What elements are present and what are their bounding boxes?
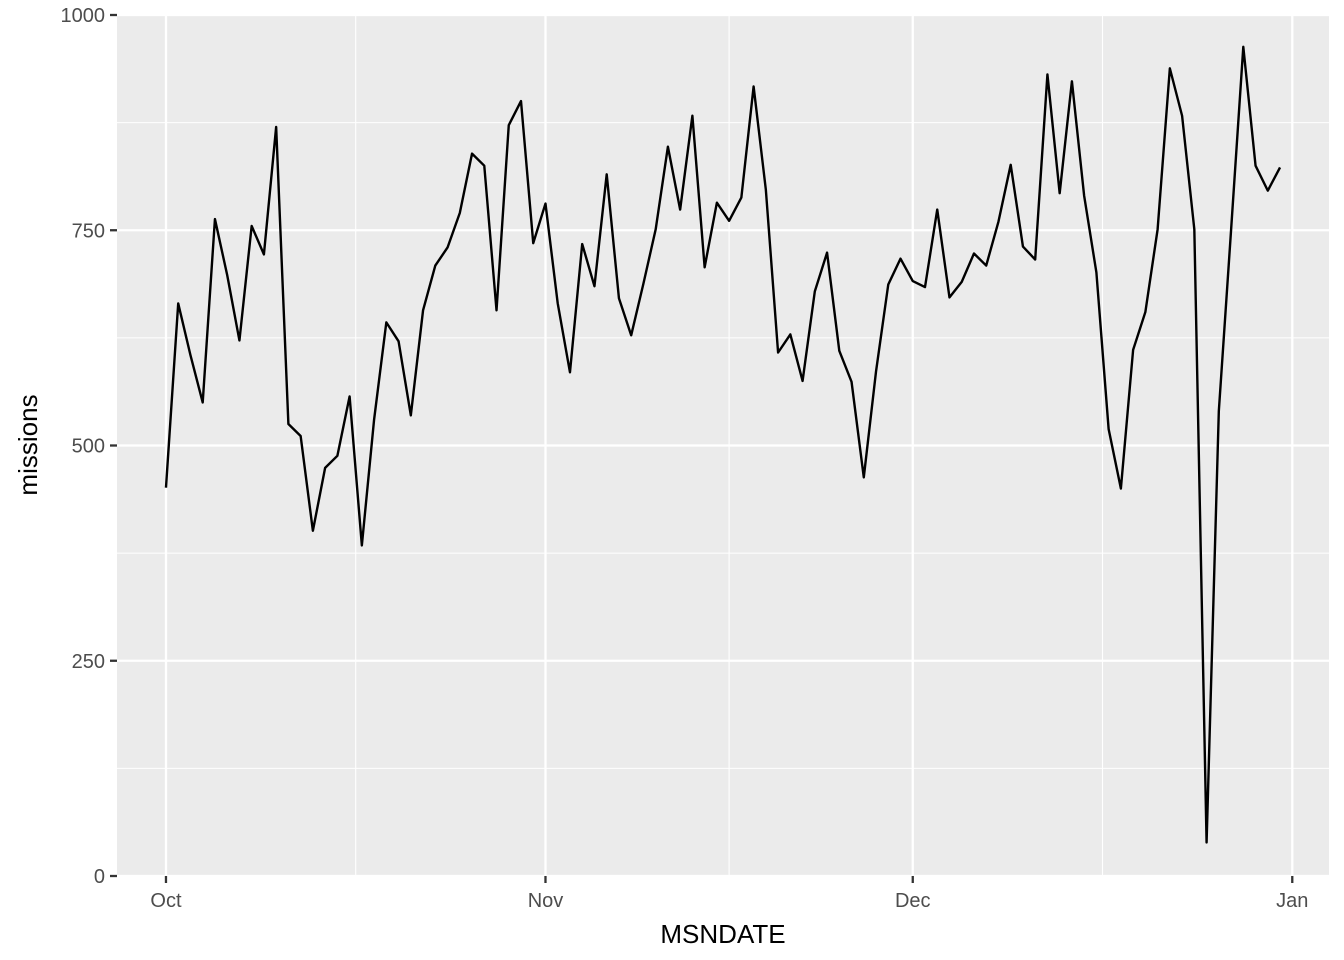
x-tick-label: Jan bbox=[1276, 890, 1308, 912]
x-axis: Oct Nov Dec Jan bbox=[150, 876, 1308, 912]
y-tick-label: 250 bbox=[72, 651, 105, 673]
y-tick-label: 0 bbox=[94, 866, 105, 888]
series-line bbox=[164, 45, 1282, 844]
x-tick-label: Oct bbox=[150, 890, 182, 912]
y-axis-title: missions bbox=[13, 394, 43, 495]
y-axis: 0 250 500 750 1000 bbox=[61, 5, 117, 888]
major-gridlines bbox=[117, 13, 1329, 878]
x-tick-label: Nov bbox=[528, 890, 564, 912]
x-tick-label: Dec bbox=[895, 890, 931, 912]
y-tick-label: 500 bbox=[72, 436, 105, 458]
y-tick-label: 1000 bbox=[61, 5, 106, 27]
y-tick-label: 750 bbox=[72, 220, 105, 242]
x-axis-title: MSNDATE bbox=[660, 919, 785, 949]
